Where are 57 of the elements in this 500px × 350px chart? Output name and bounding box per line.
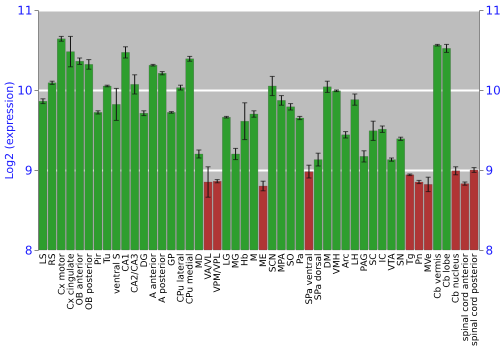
- x-tick-label: CPu medial: [186, 254, 196, 304]
- x-tick-label: CA2/CA3: [130, 254, 141, 293]
- y2-tick-label: 9: [486, 164, 494, 178]
- x-tick-label: SPa dorsal: [314, 254, 324, 300]
- x-tick-label: MG: [232, 253, 242, 268]
- x-tick-label: Pa: [296, 254, 306, 264]
- x-tick-label: VPM/VPL: [213, 254, 224, 292]
- y2-tick-label: 11: [486, 4, 500, 18]
- x-tick-label: spinal cord anterior: [460, 253, 471, 342]
- x-tick-label: SN: [396, 254, 407, 266]
- x-tick-label: A anterior: [149, 253, 160, 298]
- x-tick-label: MVe: [424, 253, 434, 272]
- x-tick-label: SPa ventral: [304, 254, 315, 304]
- y-tick-label: 9: [24, 164, 32, 178]
- x-tick-label: VA/VL: [204, 254, 214, 280]
- x-tick-label: OB posterior: [84, 253, 95, 310]
- y2-tick-label: 10: [486, 84, 500, 98]
- x-tick-label: SC: [369, 254, 380, 266]
- x-tick-label: VTA: [387, 252, 398, 271]
- x-tick-label: DG: [140, 253, 150, 268]
- y-tick-label: 11: [17, 4, 32, 18]
- y-tick-label: 10: [17, 84, 32, 98]
- x-tick-label: CPu lateral: [176, 254, 187, 302]
- x-tick-label: SO: [286, 254, 297, 266]
- x-tick-label: OB anterior: [76, 253, 86, 306]
- x-tick-label: M: [250, 254, 260, 262]
- x-tick-label: LH: [350, 254, 361, 266]
- x-tick-label: ME: [259, 253, 270, 267]
- x-tick-label: Arc: [342, 253, 352, 268]
- x-tick-label: Hb: [240, 253, 251, 266]
- y-tick-label: 8: [24, 244, 32, 258]
- x-tick-label: IC: [378, 254, 388, 262]
- x-tick-label: SCN: [268, 254, 278, 272]
- x-tick-label: Cb nucleus: [452, 253, 462, 304]
- x-tick-label: LG: [222, 253, 232, 266]
- x-tick-label: RS: [48, 253, 58, 266]
- x-tick-label: MD: [194, 253, 205, 268]
- y-axis-title: Log2 (expression): [3, 81, 16, 180]
- x-tick-label: GP: [167, 252, 178, 266]
- x-tick-label: A posterior: [158, 253, 168, 303]
- x-tick-label: Tg: [406, 254, 416, 266]
- x-tick-label: Cb vermis: [433, 253, 444, 299]
- x-tick-label: Tu: [103, 254, 114, 264]
- x-tick-label: LS: [38, 253, 49, 264]
- x-tick-label: CA1: [122, 254, 132, 272]
- x-tick-label: Cx cingulate: [66, 253, 76, 310]
- x-tick-label: ventral S: [112, 253, 122, 294]
- x-tick-label: spinal cord posterior: [470, 253, 480, 346]
- x-tick-label: VMH: [332, 254, 342, 274]
- x-tick-label: PAG: [360, 253, 370, 272]
- x-tick-label: Cx motor: [57, 253, 68, 295]
- x-tick-label: DM: [323, 254, 334, 268]
- x-tick-label: Cb lobe: [442, 253, 453, 288]
- x-tick-label: MPA: [277, 252, 288, 272]
- x-tick-label: Pn: [415, 254, 426, 264]
- x-tick-label: Pir: [94, 253, 104, 265]
- y2-tick-label: 8: [486, 244, 494, 258]
